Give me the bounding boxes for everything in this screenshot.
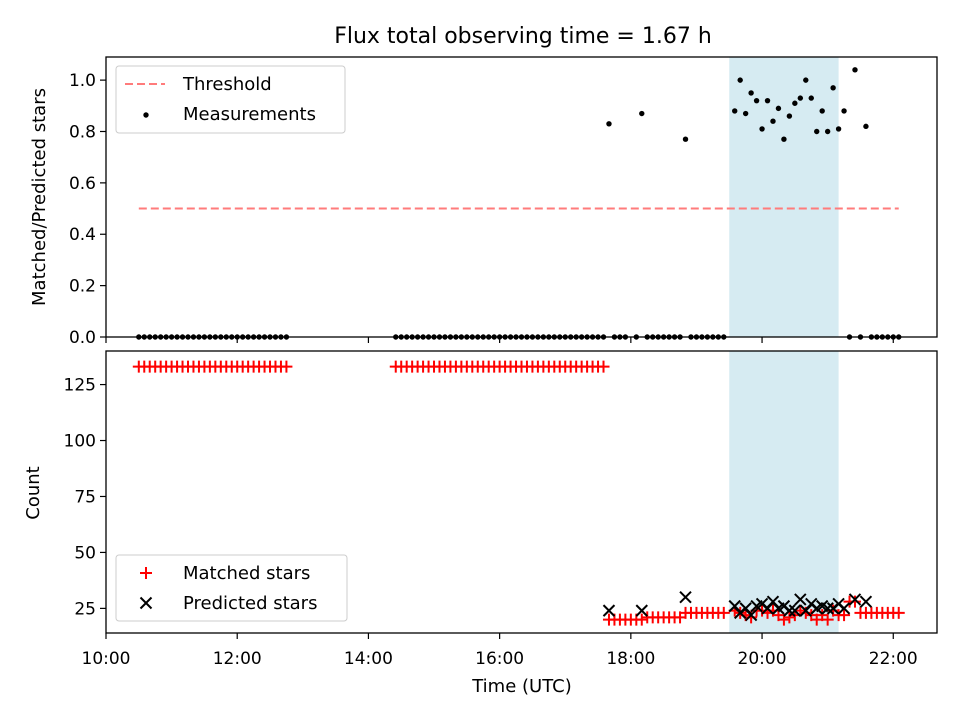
x-tick-label: 14:00	[344, 649, 393, 669]
top-y-tick-label: 0.2	[69, 277, 96, 297]
matched-stars-marker	[892, 606, 905, 619]
bottom-y-tick-label: 25	[74, 599, 96, 619]
predicted-stars-marker	[848, 593, 862, 606]
legend-matched-swatch	[140, 567, 152, 579]
matched-stars-marker	[794, 604, 807, 617]
top-legend: Threshold Measurements	[115, 65, 346, 134]
legend-measurements-label: Measurements	[183, 104, 316, 125]
predicted-stars-marker	[602, 604, 616, 617]
measurements-point	[852, 67, 858, 73]
measurements-point	[764, 97, 771, 104]
top-axes-frame	[105, 56, 938, 338]
measurements-point	[737, 77, 743, 83]
top-y-tick-label: 0.8	[69, 122, 96, 142]
predicted-stars-marker	[837, 602, 851, 615]
predicted-stars-marker	[635, 604, 648, 617]
legend-predicted-swatch	[139, 596, 153, 610]
x-tick-label: 10:00	[82, 649, 131, 669]
x-tick-label: 20:00	[738, 649, 787, 669]
measurements-point	[841, 108, 847, 114]
bottom-shaded-interval	[729, 351, 839, 633]
bottom-y-tick-label: 100	[64, 432, 96, 452]
matched-stars-marker	[838, 609, 851, 622]
x-tick-label: 22:00	[869, 649, 918, 669]
top-y-tick-label: 1.0	[69, 71, 96, 91]
matched-stars-marker	[848, 595, 861, 608]
bottom-y-tick-label: 75	[74, 487, 96, 507]
x-tick-label: 18:00	[606, 649, 655, 669]
legend-threshold-label: Threshold	[182, 74, 272, 95]
bottom-axes-frame	[105, 350, 938, 634]
x-tick-label: 16:00	[475, 649, 524, 669]
bottom-y-tick-label: 125	[64, 376, 96, 396]
top-y-tick-label: 0.0	[69, 328, 96, 348]
measurements-point	[814, 128, 820, 135]
bottom-y-axis-label: Count	[23, 466, 44, 519]
x-tick-label: 12:00	[213, 649, 262, 669]
measurements-point	[770, 118, 776, 124]
legend-predicted-label: Predicted stars	[183, 593, 317, 614]
measurements-point	[781, 136, 787, 142]
measurements-point	[808, 95, 814, 101]
top-y-tick-label: 0.6	[69, 174, 96, 194]
matched-stars-marker	[280, 360, 293, 373]
predicted-stars-marker	[794, 593, 807, 606]
predicted-stars-marker	[788, 604, 802, 617]
legend-measurements-swatch	[143, 112, 149, 118]
predicted-stars-marker	[679, 590, 692, 604]
measurements-point	[759, 126, 765, 132]
measurements-point	[753, 97, 760, 104]
measurements-point	[824, 128, 831, 135]
predicted-stars-marker	[744, 608, 758, 622]
top-legend-frame	[115, 65, 346, 134]
measurements-point	[830, 85, 836, 91]
measurements-point	[819, 108, 825, 114]
matched-stars-marker	[597, 360, 610, 373]
matched-stars-marker	[717, 606, 730, 619]
measurements-point	[786, 113, 793, 119]
measurements-point	[803, 77, 809, 83]
matched-stars-marker	[635, 613, 648, 626]
top-shaded-interval	[729, 57, 839, 337]
bottom-legend: Matched stars Predicted stars	[115, 554, 348, 622]
measurements-point	[732, 108, 738, 114]
measurements-point	[748, 90, 754, 96]
top-y-axis-label: Matched/Predicted stars	[29, 88, 50, 306]
x-axis-label: Time (UTC)	[471, 676, 572, 697]
chart-title: Flux total observing time = 1.67 h	[334, 24, 712, 49]
bottom-y-tick-label: 50	[74, 543, 96, 563]
matched-stars-marker	[821, 613, 834, 626]
measurements-point	[639, 110, 645, 117]
measurements-point	[775, 105, 782, 112]
bottom-legend-frame	[115, 554, 348, 622]
measurements-point	[797, 95, 804, 101]
measurements-point	[682, 136, 689, 142]
measurements-point	[792, 100, 798, 106]
legend-matched-label: Matched stars	[183, 563, 310, 584]
measurements-point	[863, 123, 869, 130]
predicted-stars-marker	[821, 602, 834, 615]
matched-stars-marker	[783, 611, 796, 624]
measurements-point	[606, 121, 612, 127]
measurements-point	[835, 126, 842, 132]
top-y-tick-label: 0.4	[69, 225, 96, 245]
measurements-point	[742, 110, 749, 117]
predicted-stars-marker	[783, 604, 796, 617]
predicted-stars-marker	[859, 595, 873, 608]
